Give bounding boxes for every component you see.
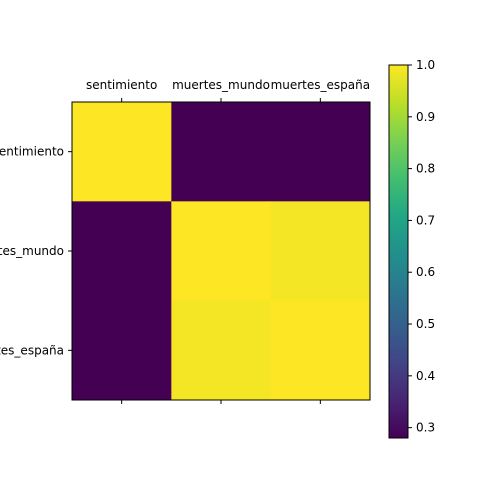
colorbar-tick-label: 0.8 bbox=[416, 162, 435, 176]
heatmap-cells bbox=[72, 102, 371, 401]
x-axis-ticks: sentimiento muertes_mundo muertes_españa bbox=[86, 78, 370, 404]
colorbar-tick-label: 1.0 bbox=[416, 58, 435, 72]
colorbar-tick-label: 0.4 bbox=[416, 369, 435, 383]
heatmap-cell bbox=[72, 300, 172, 401]
colorbar-tick-label: 0.6 bbox=[416, 265, 435, 279]
heatmap-cell bbox=[270, 102, 371, 202]
heatmap-cell bbox=[171, 201, 272, 302]
x-tick-label: muertes_españa bbox=[271, 78, 371, 92]
heatmap-cell bbox=[270, 300, 371, 401]
heatmap-cell bbox=[171, 102, 272, 202]
y-tick-label: muertes_españa bbox=[0, 343, 64, 357]
heatmap-cell bbox=[270, 201, 371, 302]
colorbar-tick-label: 0.5 bbox=[416, 317, 435, 331]
x-tick-label: sentimiento bbox=[86, 78, 157, 92]
colorbar-ticks: 0.3 0.4 0.5 0.6 0.7 0.8 0.9 1.0 bbox=[408, 58, 435, 435]
heatmap-cell bbox=[171, 300, 272, 401]
colorbar-tick-label: 0.3 bbox=[416, 421, 435, 435]
heatmap-cell bbox=[72, 102, 172, 202]
colorbar-frame bbox=[388, 64, 409, 439]
y-tick-label: sentimiento bbox=[0, 145, 64, 159]
heatmap-cell bbox=[72, 201, 172, 302]
colorbar-gradient bbox=[389, 65, 408, 438]
y-tick-label: muertes_mundo bbox=[0, 244, 64, 258]
x-tick-label: muertes_mundo bbox=[172, 78, 270, 92]
colorbar-tick-label: 0.9 bbox=[416, 110, 435, 124]
y-axis-ticks: sentimiento muertes_mundo muertes_españa bbox=[0, 145, 72, 357]
colorbar-tick-label: 0.7 bbox=[416, 213, 435, 227]
